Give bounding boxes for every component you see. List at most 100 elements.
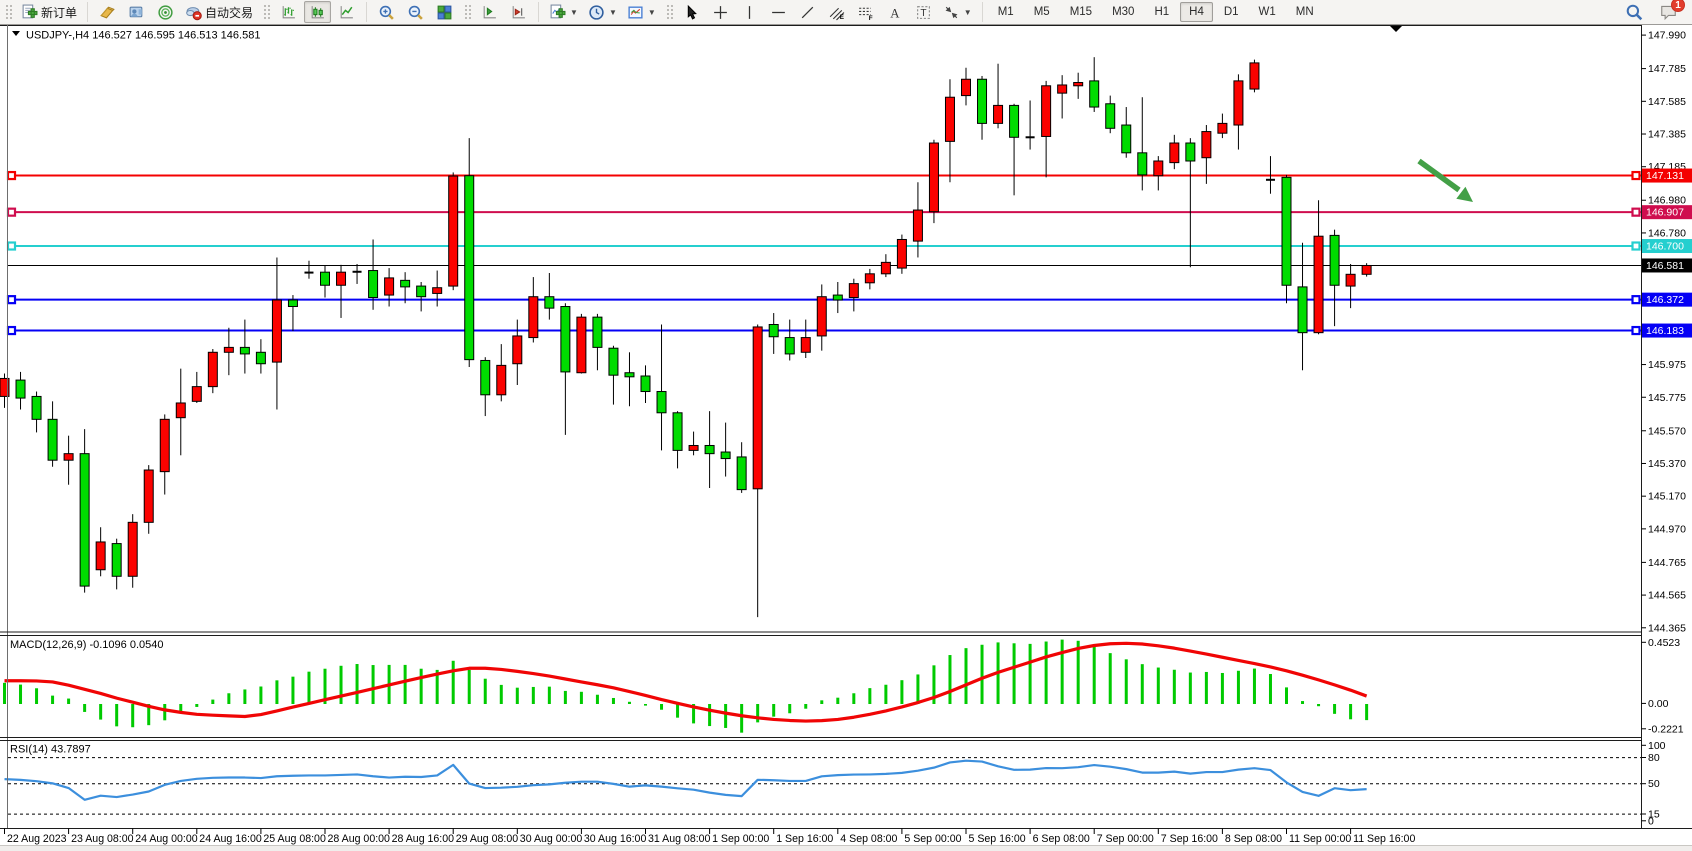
arrow-annotation-head[interactable] — [1456, 186, 1473, 202]
macd-histogram-bar — [788, 704, 792, 714]
text-label-button[interactable]: T — [910, 1, 937, 23]
macd-histogram-bar — [611, 697, 615, 704]
macd-histogram-bar — [980, 644, 984, 704]
icon-glyph — [630, 9, 640, 14]
terminal-icon — [157, 4, 174, 21]
timeframe-m5-label: M5 — [1033, 6, 1050, 18]
horizontal-line-button[interactable] — [765, 1, 792, 23]
hline-handle-left-support-2[interactable] — [6, 325, 17, 336]
timeframe-d1[interactable]: D1 — [1215, 2, 1248, 22]
hline-handle-right-support-2[interactable] — [1631, 325, 1641, 336]
candle-body — [79, 453, 90, 587]
timeframe-w1-label: W1 — [1258, 6, 1276, 18]
cursor-button[interactable] — [678, 1, 705, 23]
time-axis-label: 4 Sep 08:00 — [840, 833, 897, 845]
candle-body — [207, 351, 218, 388]
timeframe-mn-label: MN — [1295, 6, 1314, 18]
icon-glyph — [483, 5, 496, 18]
icon-glyph — [138, 8, 142, 15]
vertical-line-button[interactable] — [736, 1, 763, 23]
timeframe-mn[interactable]: MN — [1287, 2, 1323, 22]
arrows-icon — [943, 4, 960, 21]
price-axis-label: 147.385 — [1648, 129, 1686, 141]
autotrading-button[interactable]: 自动交易 — [181, 1, 257, 23]
rsi-axis-label: 50 — [1648, 778, 1660, 790]
icon-glyph — [555, 7, 566, 18]
hline-handle-left-support-1[interactable] — [6, 295, 17, 305]
zoom-in-button[interactable] — [373, 1, 400, 23]
macd-histogram-bar — [1349, 704, 1353, 720]
candle-body — [416, 285, 427, 298]
hline-handle-left-pivot-cyan[interactable] — [6, 241, 17, 251]
hline-handle-right-pivot-cyan[interactable] — [1631, 241, 1641, 251]
periods-button[interactable]: ▼ — [584, 1, 621, 23]
price-axis-label: 145.975 — [1648, 359, 1686, 371]
macd-histogram-bar — [692, 704, 696, 724]
macd-histogram-bar — [1012, 643, 1016, 704]
icon-glyph — [340, 5, 353, 18]
toolbar-grip — [4, 3, 12, 21]
candle-chart-button[interactable] — [304, 1, 332, 23]
timeframe-h1-label: H1 — [1154, 6, 1170, 18]
tile-windows-button[interactable] — [431, 1, 458, 23]
line-chart-button[interactable] — [333, 1, 360, 23]
cursor-icon — [683, 4, 700, 21]
new-order-button[interactable]: 新订单 — [17, 1, 81, 23]
macd-histogram-bar — [1333, 704, 1337, 714]
timeframe-m30[interactable]: M30 — [1103, 2, 1143, 22]
icon-glyph — [131, 13, 138, 17]
notifications-button[interactable]: 1 — [1655, 0, 1685, 23]
hline-handle-right-resistance-2[interactable] — [1631, 207, 1641, 217]
fibonacci-button[interactable]: F — [852, 1, 879, 23]
chart-shift-button[interactable] — [505, 1, 532, 23]
timeframe-h1[interactable]: H1 — [1145, 2, 1178, 22]
chart-shift-marker[interactable] — [1390, 26, 1402, 32]
ohlc-collapse-icon[interactable] — [12, 31, 20, 36]
channel-button[interactable]: E — [823, 1, 850, 23]
indicators-button[interactable]: ▼ — [545, 1, 582, 23]
zoom-out-button[interactable] — [402, 1, 429, 23]
candle-body — [1361, 264, 1372, 275]
trendline-button[interactable] — [794, 1, 821, 23]
timeframe-m1[interactable]: M1 — [989, 2, 1023, 22]
timeframe-h4[interactable]: H4 — [1180, 2, 1213, 22]
navigator-button[interactable] — [123, 1, 150, 23]
timeframe-m5[interactable]: M5 — [1025, 2, 1059, 22]
candle-body — [1169, 142, 1180, 164]
text-button[interactable]: A — [881, 1, 908, 23]
candle-body — [223, 346, 234, 353]
candle-body — [1073, 82, 1084, 87]
hline-handle-left-resistance-2[interactable] — [6, 207, 17, 217]
icon-glyph — [514, 7, 521, 16]
macd-histogram-bar — [932, 665, 936, 704]
candle-body — [1329, 234, 1340, 286]
hline-handle-left-resistance-1[interactable] — [6, 170, 17, 181]
search-button[interactable] — [1620, 1, 1647, 23]
macd-histogram-bar — [836, 697, 840, 704]
icon-glyph — [512, 5, 525, 18]
hline-handle-right-support-1[interactable] — [1631, 295, 1641, 305]
icon-glyph: A — [890, 6, 900, 20]
terminal-button[interactable] — [152, 1, 179, 23]
timeframe-w1[interactable]: W1 — [1250, 2, 1285, 22]
icon-glyph — [158, 4, 173, 20]
crosshair-button[interactable] — [707, 1, 734, 23]
candle-body — [544, 296, 555, 309]
macd-histogram-bar — [595, 694, 599, 704]
auto-scroll-button[interactable] — [476, 1, 503, 23]
icon-glyph — [311, 5, 324, 18]
rsi-axis-label: 100 — [1648, 740, 1666, 752]
arrows-button[interactable]: ▼ — [939, 1, 976, 23]
arrow-annotation-shaft[interactable] — [1417, 158, 1461, 193]
macd-histogram-bar — [1188, 672, 1192, 704]
hline-handle-right-resistance-1[interactable] — [1631, 170, 1641, 181]
timeframe-m15[interactable]: M15 — [1061, 2, 1101, 22]
market-watch-button[interactable] — [94, 1, 121, 23]
icon-glyph — [945, 6, 958, 18]
candle-body — [1345, 273, 1356, 287]
candle-body — [624, 372, 635, 378]
templates-button[interactable]: ▼ — [623, 1, 660, 23]
icon-glyph: E — [839, 13, 843, 20]
bar-chart-button[interactable] — [275, 1, 302, 23]
candle-body — [864, 273, 875, 284]
